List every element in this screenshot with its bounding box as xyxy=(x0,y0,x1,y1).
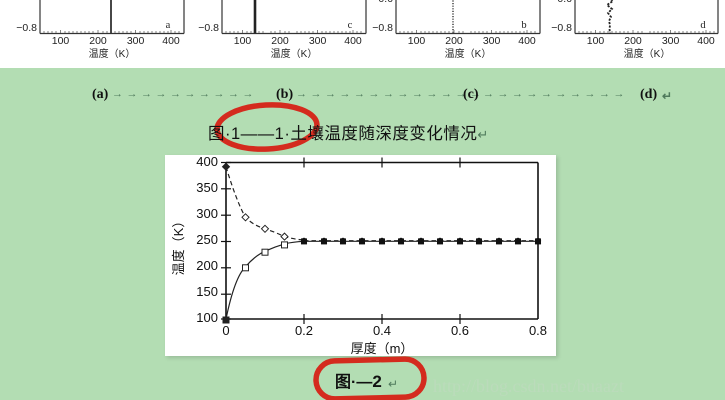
svg-text:100: 100 xyxy=(196,310,218,325)
svg-text:0.4: 0.4 xyxy=(373,323,391,338)
svg-text:0.8: 0.8 xyxy=(529,323,547,338)
svg-text:厚度（m）: 厚度（m） xyxy=(351,341,414,356)
svg-text:400: 400 xyxy=(196,154,218,169)
svg-text:0: 0 xyxy=(222,323,229,338)
svg-text:350: 350 xyxy=(196,180,218,195)
svg-text:250: 250 xyxy=(196,232,218,247)
svg-text:0.6: 0.6 xyxy=(451,323,469,338)
svg-text:0.2: 0.2 xyxy=(295,323,313,338)
svg-text:150: 150 xyxy=(196,284,218,299)
svg-text:温度（K）: 温度（K） xyxy=(171,215,186,276)
svg-text:300: 300 xyxy=(196,206,218,221)
svg-text:↵: ↵ xyxy=(388,377,398,391)
svg-text:图·—2: 图·—2 xyxy=(335,372,382,391)
svg-text:200: 200 xyxy=(196,258,218,273)
